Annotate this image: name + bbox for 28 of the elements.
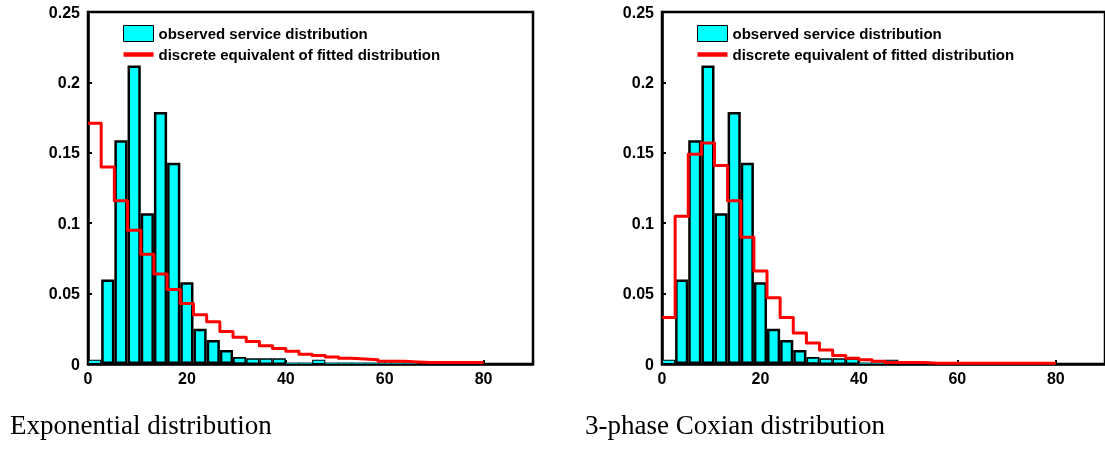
y-tick-label: 0.1 <box>57 214 81 232</box>
x-tick-label: 60 <box>948 369 967 387</box>
x-tick-label: 60 <box>375 369 394 387</box>
y-tick-label: 0.1 <box>631 214 655 232</box>
y-tick-label: 0.05 <box>48 285 81 303</box>
text: Exponential distribution <box>10 410 272 441</box>
x-tick-label: 0 <box>657 369 667 387</box>
text: 3-phase Coxian distribution <box>585 410 885 441</box>
x-tick-label: 40 <box>276 369 295 387</box>
y-tick-label: 0.2 <box>631 73 655 91</box>
y-tick-label: 0.2 <box>57 73 81 91</box>
y-tick-label: 0.25 <box>48 3 81 21</box>
y-tick-label: 0.15 <box>48 144 81 162</box>
x-tick-label: 0 <box>83 369 93 387</box>
x-tick-label: 20 <box>177 369 196 387</box>
legend-label: discrete equivalent of fitted distribution <box>158 46 441 63</box>
y-tick-label: 0.15 <box>622 144 655 162</box>
y-tick-label: 0 <box>71 355 81 373</box>
legend-label: observed service distribution <box>158 25 368 42</box>
y-tick-label: 0.25 <box>622 3 655 21</box>
y-tick-label: 0.05 <box>622 285 655 303</box>
y-tick-label: 0 <box>645 355 655 373</box>
x-tick-label: 20 <box>751 369 770 387</box>
x-tick-label: 80 <box>1046 369 1065 387</box>
legend-label: discrete equivalent of fitted distribution <box>732 46 1015 63</box>
x-tick-label: 40 <box>849 369 868 387</box>
legend-label: observed service distribution <box>732 25 942 42</box>
x-tick-label: 80 <box>474 369 493 387</box>
